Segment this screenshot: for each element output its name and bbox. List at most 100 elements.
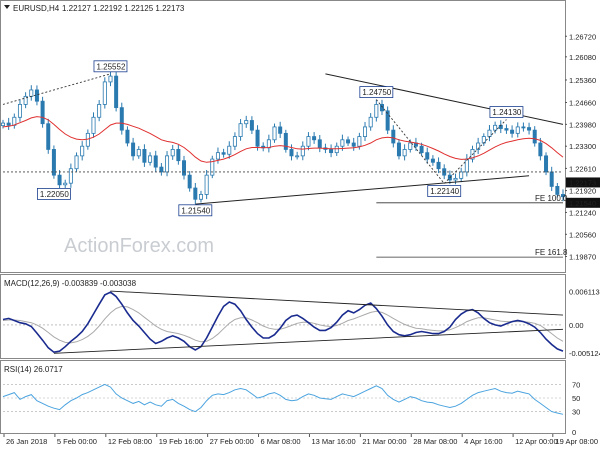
- x-tick-label: 12 Feb 08:00: [108, 437, 152, 446]
- candle-body: [40, 100, 45, 125]
- axes: 1.26720 1.26080 1.25360 1.24660 1.23980 1.233…: [3, 32, 600, 446]
- x-tick-label: 13 Mar 16:00: [311, 437, 355, 446]
- candle-body: [238, 123, 243, 137]
- candle-body: [23, 95, 28, 105]
- symbol-label: EURUSD,H4: [13, 4, 60, 13]
- macd-upper-trendline: [110, 290, 564, 316]
- candle-body: [57, 174, 62, 186]
- close-price-marker: 1.22173: [569, 178, 596, 187]
- candle-body: [182, 160, 187, 176]
- price-annotation-box: [427, 185, 462, 197]
- candle-body: [555, 186, 560, 195]
- x-tick-label: 5 Feb 00:00: [57, 437, 97, 446]
- watermark: ActionForex.com: [64, 235, 214, 257]
- price-annotation: 1.24130: [492, 108, 521, 117]
- candle-body: [198, 194, 203, 200]
- candle-body: [425, 152, 430, 160]
- candle-body: [80, 145, 85, 157]
- candle-body: [346, 139, 351, 144]
- candle-body: [91, 116, 96, 134]
- candle-body: [374, 104, 379, 118]
- y-tick-label: 1.23980: [569, 120, 596, 129]
- candle-body: [0, 122, 6, 127]
- y-tick-label: 1.21920: [569, 187, 596, 196]
- candle-body: [46, 123, 51, 150]
- swing-line-3: [443, 119, 507, 184]
- candle-body: [170, 149, 175, 157]
- price-annotation: 1.25552: [96, 62, 125, 71]
- candle-body: [221, 152, 226, 155]
- rsi-tick-label: 0: [572, 428, 576, 437]
- x-tick-label: 28 Mar 08:00: [413, 437, 457, 446]
- candle-body: [430, 158, 435, 163]
- price-plot: FE 100.0 FE 161.8 1.25552 1.24750 1.24130 1.2…: [0, 60, 568, 258]
- x-tick-label: 27 Feb 00:00: [210, 437, 254, 446]
- x-tick-label: 21 Mar 00:00: [362, 437, 406, 446]
- macd-lower-trendline: [53, 328, 564, 354]
- x-tick-label: 12 Apr 00:00: [515, 437, 558, 446]
- y-tick-label: 1.26080: [569, 53, 596, 62]
- candle-body: [379, 104, 384, 112]
- candle-body: [29, 89, 34, 97]
- dropdown-triangle-icon: [4, 5, 10, 9]
- candle-body: [68, 168, 73, 184]
- candle-body: [300, 145, 305, 157]
- candle-body: [34, 89, 39, 102]
- candle-body: [419, 145, 424, 154]
- signal-line: [2, 305, 564, 344]
- candle-body: [481, 136, 486, 144]
- candle-body: [464, 158, 469, 173]
- y-tick-label: 1.26720: [569, 32, 596, 41]
- candle-body: [329, 149, 334, 154]
- macd-tick-label: 0.00: [569, 321, 584, 330]
- price-annotation: 1.22050: [40, 190, 69, 199]
- level-price-marker: 1.21540: [569, 199, 596, 208]
- rsi-line: [2, 383, 564, 415]
- level-price-marker-box: [566, 197, 600, 208]
- candle-body: [148, 155, 153, 163]
- level-label: FE 100.0: [535, 194, 568, 203]
- candle-body: [493, 124, 498, 131]
- candle-body: [283, 132, 288, 150]
- candle-body: [193, 187, 198, 200]
- y-tick-label: 1.24660: [569, 98, 596, 107]
- upper-trendline: [325, 73, 564, 125]
- x-tick-label: 19 Apr 08:00: [555, 437, 598, 446]
- candle-body: [402, 149, 407, 157]
- lower-trendline: [195, 175, 530, 205]
- candle-body: [391, 129, 396, 144]
- price-annotation-box: [37, 188, 71, 200]
- candle-body: [108, 75, 113, 83]
- rsi-tick-label: 50: [572, 394, 580, 403]
- close-price-marker-box: [566, 177, 600, 188]
- candle-body: [278, 126, 283, 134]
- candle-body: [272, 126, 277, 141]
- candle-body: [487, 129, 492, 137]
- candle-body: [85, 132, 90, 147]
- candle-body: [176, 149, 181, 162]
- candle-body: [306, 136, 311, 147]
- ohlc-label: 1.22127 1.22192 1.22125 1.22173: [62, 4, 185, 13]
- price-panel-frame: [0, 0, 566, 273]
- rsi-tick-label: 70: [572, 380, 580, 389]
- candle-body: [97, 104, 102, 118]
- price-annotation-box: [93, 60, 128, 73]
- level-label: FE 161.8: [535, 248, 568, 257]
- candle-body: [312, 136, 317, 141]
- candle-body: [125, 129, 130, 144]
- x-tick-label: 6 Mar 08:00: [261, 437, 301, 446]
- candle-body: [74, 155, 79, 170]
- candle-body: [244, 120, 249, 125]
- x-tick-label: 4 Apr 16:00: [464, 437, 502, 446]
- candle-body: [142, 149, 147, 163]
- candle-body: [51, 149, 56, 176]
- candle-body: [153, 155, 158, 168]
- candle-body: [453, 177, 458, 181]
- rsi-label: RSI(14) 26.0717: [4, 365, 63, 374]
- price-annotation: 1.21540: [181, 206, 210, 215]
- rsi-plot: [2, 383, 564, 415]
- candle-body: [165, 155, 170, 173]
- y-tick-label: 1.21240: [569, 208, 596, 217]
- candle-body: [215, 152, 220, 160]
